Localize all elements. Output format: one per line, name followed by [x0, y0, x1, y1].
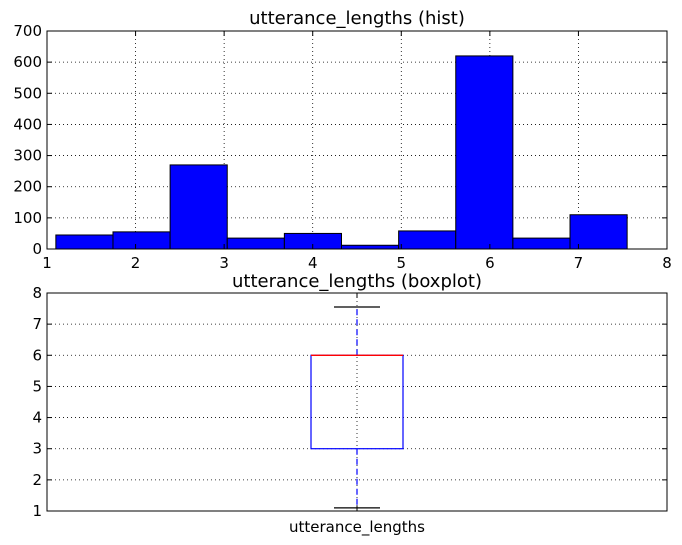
- boxplot-category-label: utterance_lengths: [289, 518, 425, 537]
- histogram-y-tick-label: 0: [32, 240, 42, 258]
- boxplot-y-tick-label: 7: [32, 315, 42, 333]
- histogram-panel: utterance_lengths (hist) 1 2 3 4 5 6 7 8 0 100 20…: [13, 8, 671, 272]
- boxplot-y-ticks: 1 2 3 4 5 6 7 8: [32, 284, 667, 520]
- boxplot-y-tick-label: 4: [32, 409, 42, 427]
- histogram-x-tick-label: 7: [574, 254, 584, 272]
- boxplot-title: utterance_lengths (boxplot): [232, 271, 482, 292]
- boxplot-frame: [46, 292, 668, 512]
- histogram-bar: [112, 231, 171, 250]
- boxplot-y-tick-label: 2: [32, 471, 42, 489]
- histogram-bar: [226, 237, 285, 250]
- histogram-y-tick-label: 400: [13, 115, 42, 133]
- histogram-x-tick-label: 3: [219, 254, 229, 272]
- histogram-bar: [341, 244, 400, 250]
- histogram-x-tick-label: 2: [131, 254, 141, 272]
- histogram-y-tick-label: 700: [13, 22, 42, 40]
- boxplot-y-tick-label: 3: [32, 440, 42, 458]
- histogram-bar: [398, 230, 457, 250]
- histogram-x-ticks: 1 2 3 4 5 6 7 8: [42, 31, 672, 272]
- histogram-bar: [55, 234, 114, 250]
- histogram-bar: [455, 55, 514, 250]
- histogram-y-ticks: 0 100 200 300 400 500 600 700: [13, 22, 667, 258]
- histogram-y-tick-label: 300: [13, 147, 42, 165]
- histogram-x-tick-label: 8: [662, 254, 672, 272]
- histogram-title: utterance_lengths (hist): [249, 8, 465, 29]
- boxplot-marks: [310, 293, 404, 511]
- histogram-bars: [55, 55, 628, 250]
- histogram-x-tick-label: 1: [42, 254, 52, 272]
- boxplot-y-tick-label: 5: [32, 377, 42, 395]
- histogram-bar: [512, 237, 571, 250]
- histogram-y-tick-label: 600: [13, 53, 42, 71]
- histogram-x-tick-label: 6: [485, 254, 495, 272]
- boxplot-y-tick-label: 6: [32, 346, 42, 364]
- histogram-bar: [569, 214, 628, 250]
- histogram-bar: [169, 164, 228, 250]
- boxplot-y-tick-label: 1: [32, 502, 42, 520]
- histogram-y-tick-label: 100: [13, 209, 42, 227]
- histogram-grid: [47, 31, 667, 249]
- histogram-y-tick-label: 500: [13, 84, 42, 102]
- histogram-frame: [46, 30, 668, 250]
- boxplot-y-tick-label: 8: [32, 284, 42, 302]
- boxplot-panel: utterance_lengths (boxplot) 1 2 3 4 5 6 7 8 utt…: [32, 271, 668, 537]
- histogram-x-tick-label: 4: [308, 254, 318, 272]
- histogram-x-tick-label: 5: [397, 254, 407, 272]
- histogram-y-tick-label: 200: [13, 178, 42, 196]
